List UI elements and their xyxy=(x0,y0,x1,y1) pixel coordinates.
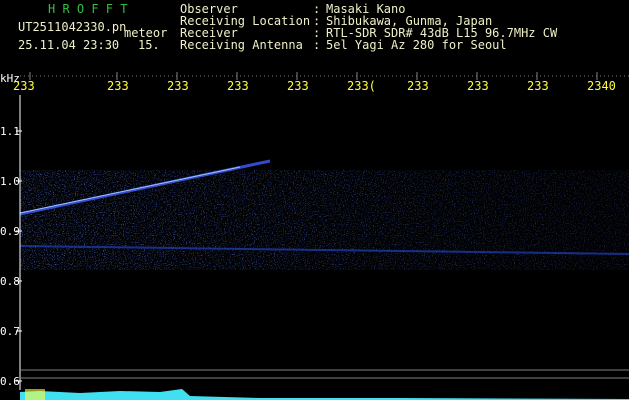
time-axis: 233 233 233 233 233 233( 233 233 233 2340 xyxy=(13,72,629,93)
time-label: 233 xyxy=(407,79,429,93)
info-separator: : xyxy=(313,14,320,28)
time-label: 233 xyxy=(527,79,549,93)
info-value: RTL-SDR SDR# 43dB L15 96.7MHz CW xyxy=(326,26,558,40)
time-label: 233 xyxy=(13,79,35,93)
freq-label: 0.7 xyxy=(0,325,20,338)
info-label: Receiving Location xyxy=(180,14,310,28)
meteor-core xyxy=(19,166,241,214)
spectrum-peak xyxy=(25,389,45,400)
time-label: 233 xyxy=(467,79,489,93)
time-label: 233 xyxy=(167,79,189,93)
freq-label: 0.6 xyxy=(0,375,20,388)
app-name: H R O F F T xyxy=(48,2,127,16)
info-block: Observer: Masaki Kano Receiving Location: S… xyxy=(180,2,558,52)
info-label: Receiving Antenna xyxy=(180,38,303,52)
time-label: 233( xyxy=(347,79,376,93)
freq-label: 1.0 xyxy=(0,175,20,188)
second: 15. xyxy=(138,38,160,52)
mode: meteor xyxy=(124,26,167,40)
spectrogram-noise xyxy=(20,95,629,365)
info-separator: : xyxy=(313,26,320,40)
freq-label: 0.8 xyxy=(0,275,20,288)
file-name: UT2511042330.pn xyxy=(18,20,126,34)
info-separator: : xyxy=(313,38,320,52)
info-value: Masaki Kano xyxy=(326,2,405,16)
freq-label: 1.1 xyxy=(0,125,20,138)
time-label: 233 xyxy=(287,79,309,93)
datetime: 25.11.04 23:30 xyxy=(18,38,119,52)
info-label: Observer xyxy=(180,2,238,16)
unit: kHz xyxy=(0,72,20,85)
spectrum-bar xyxy=(20,389,629,400)
info-label: Receiver xyxy=(180,26,238,40)
info-separator: : xyxy=(313,2,320,16)
time-label: 233 xyxy=(227,79,249,93)
time-label: 2340 xyxy=(587,79,616,93)
time-label: 233 xyxy=(107,79,129,93)
info-value: 5el Yagi Az 280 for Seoul xyxy=(326,38,507,52)
info-value: Shibukawa, Gunma, Japan xyxy=(326,14,492,28)
carrier-trace xyxy=(19,245,629,255)
freq-axis: 1.1 1.0 0.9 0.8 0.7 0.6 xyxy=(0,125,22,388)
freq-label: 0.9 xyxy=(0,225,20,238)
